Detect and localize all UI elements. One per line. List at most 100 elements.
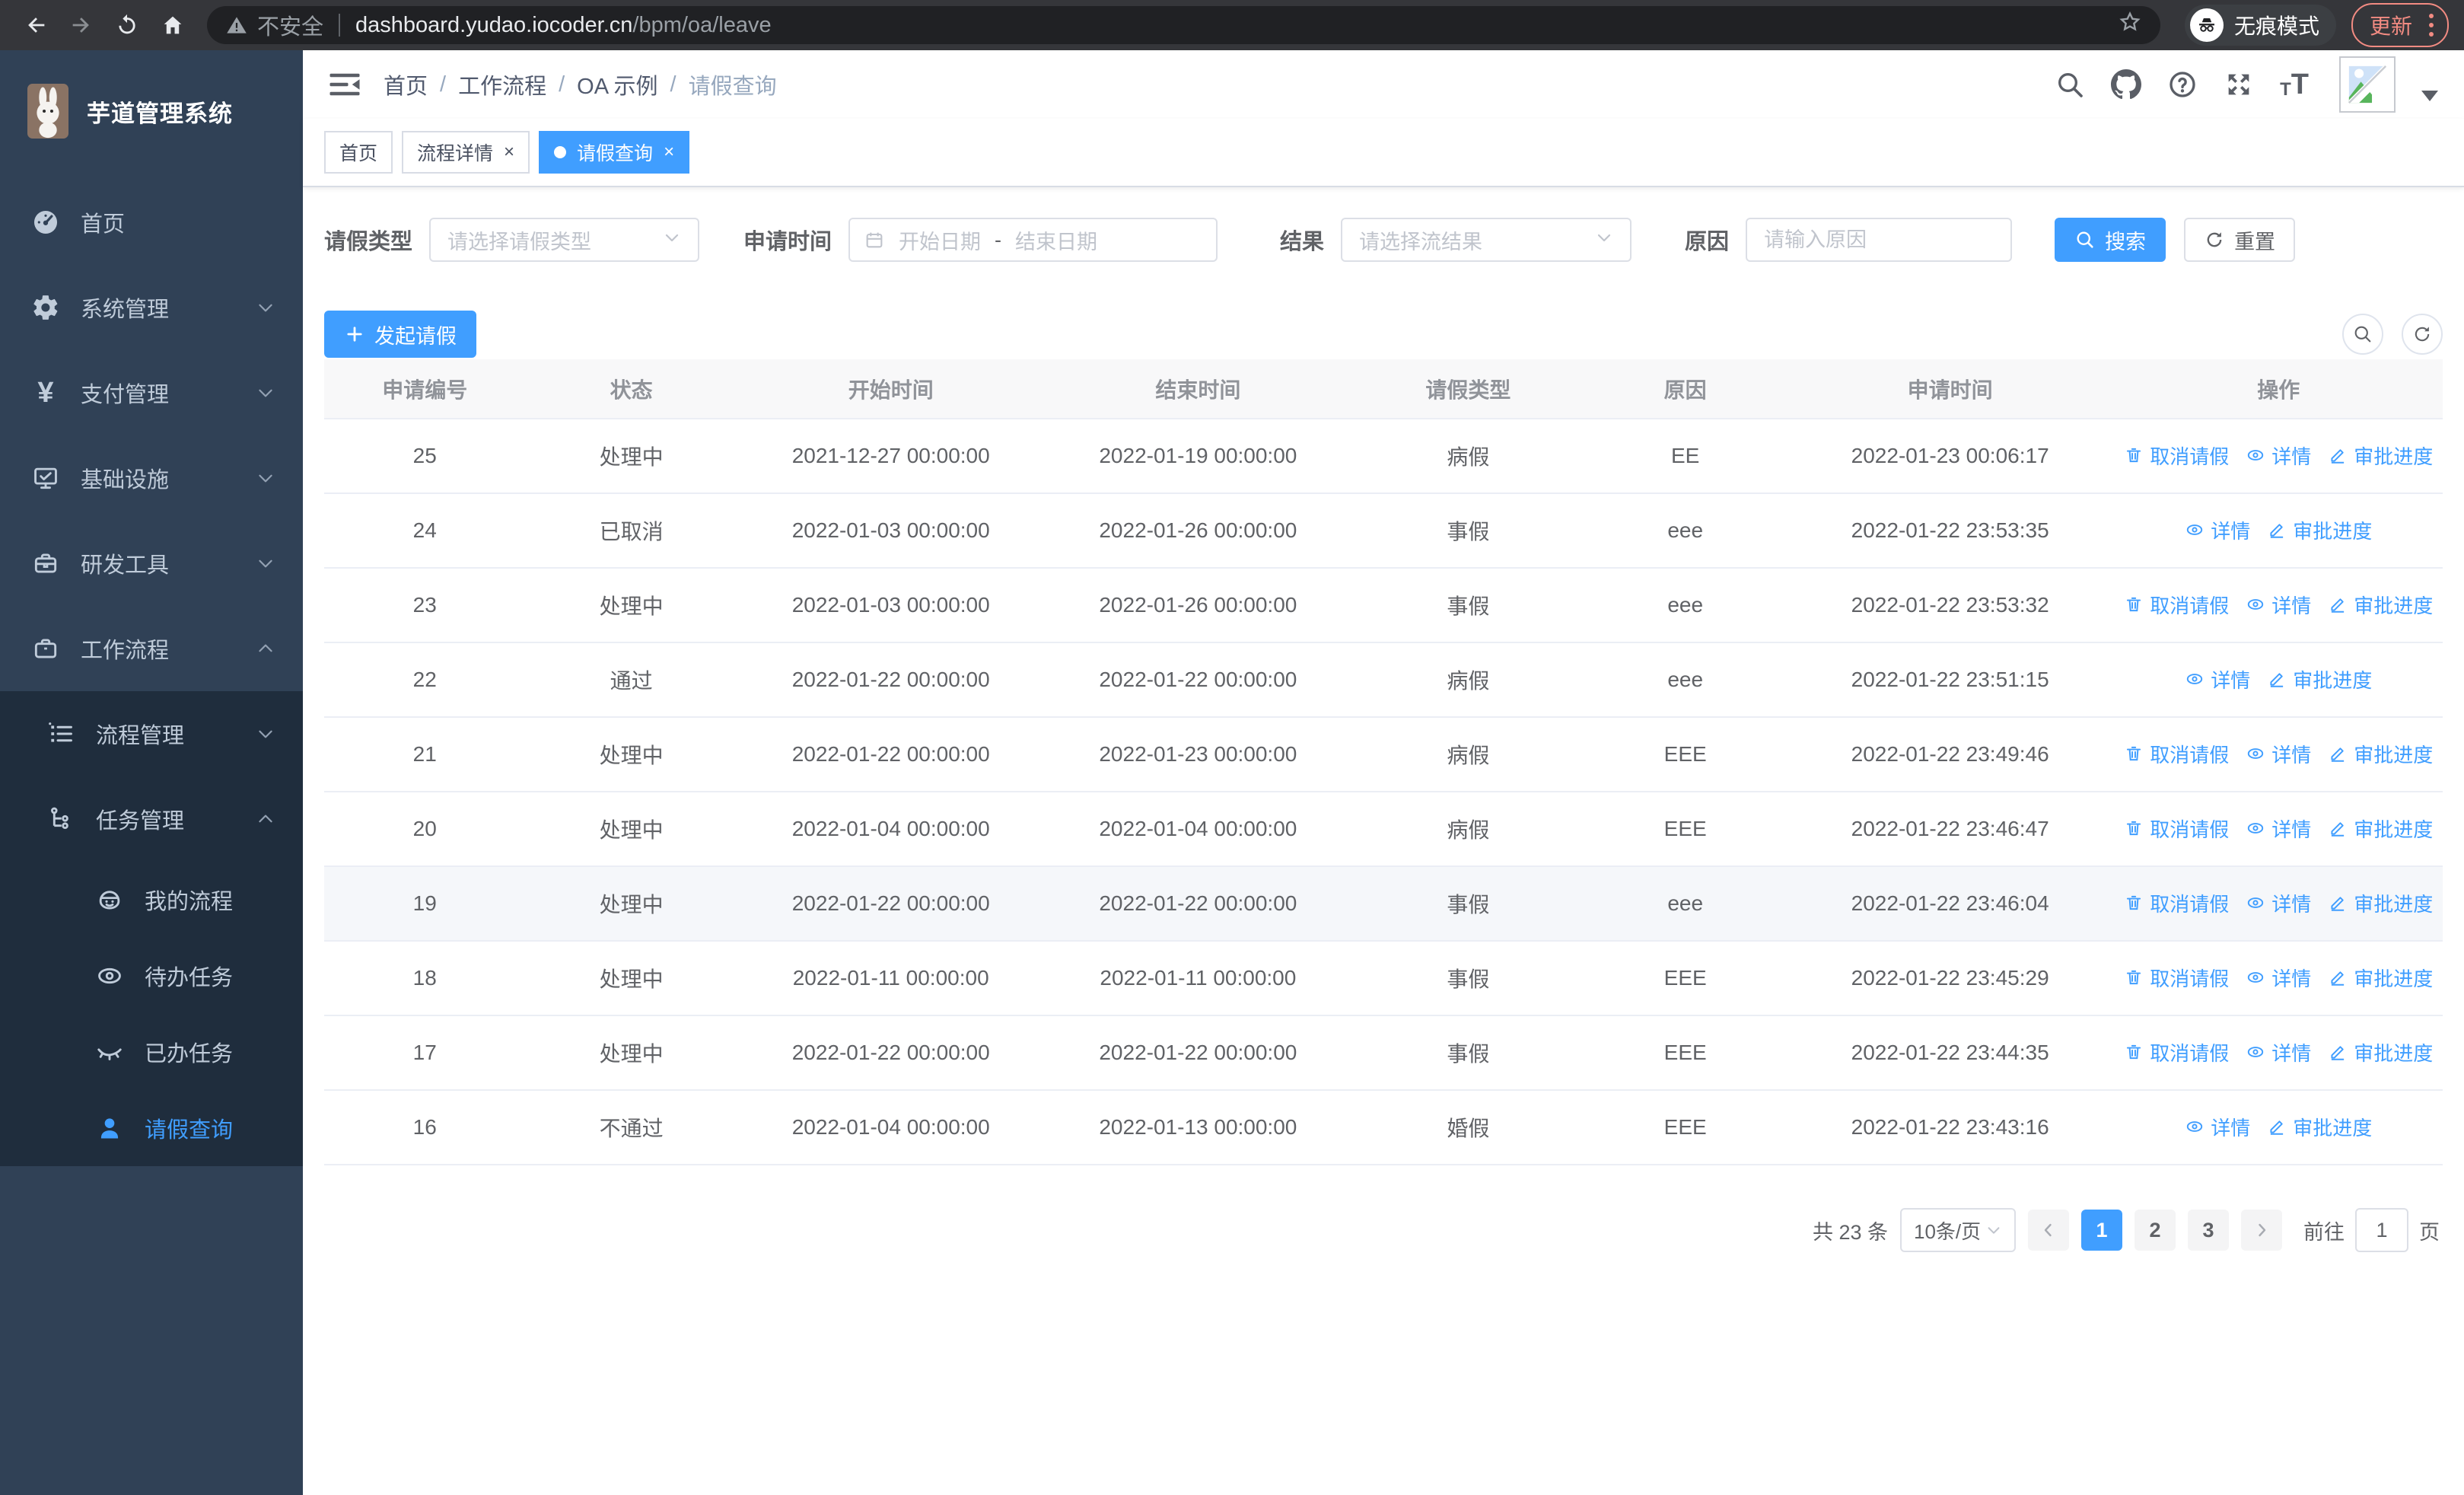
breadcrumb-item[interactable]: 首页 [384, 75, 428, 99]
browser-reload-button[interactable] [107, 5, 148, 46]
action-progress-link[interactable]: 审批进度 [2328, 889, 2433, 917]
sidebar-item-home[interactable]: 首页 [0, 180, 303, 265]
tab-流程详情[interactable]: 流程详情 × [402, 131, 530, 174]
address-bar[interactable]: 不安全 dashboard.yudao.iocoder.cn/bpm/oa/le… [207, 6, 2160, 44]
action-detail-link[interactable]: 详情 [2246, 1038, 2311, 1066]
sidebar-toggle-icon[interactable] [329, 70, 361, 99]
tab-首页[interactable]: 首页 [324, 131, 393, 174]
sidebar-item-task-mgmt[interactable]: 任务管理 [0, 776, 303, 862]
action-progress-link[interactable]: 审批进度 [2328, 740, 2433, 768]
action-progress-link[interactable]: 审批进度 [2328, 591, 2433, 619]
action-cancel-link[interactable]: 取消请假 [2124, 964, 2229, 992]
browser-back-button[interactable] [15, 5, 56, 46]
action-detail-link[interactable]: 详情 [2185, 665, 2250, 693]
action-progress-link[interactable]: 审批进度 [2267, 516, 2372, 544]
action-label: 审批进度 [2354, 594, 2434, 617]
date-range-picker[interactable]: 开始日期 - 结束日期 [848, 218, 1218, 262]
close-icon[interactable]: × [664, 142, 675, 162]
action-cancel-link[interactable]: 取消请假 [2124, 889, 2229, 917]
chevron-down-icon [1988, 1227, 2000, 1234]
result-select[interactable]: 请选择流结果 [1341, 218, 1632, 262]
action-progress-link[interactable]: 审批进度 [2328, 964, 2433, 992]
search-button[interactable]: 搜索 [2055, 218, 2166, 262]
action-label: 详情 [2271, 445, 2312, 468]
page-button-1[interactable]: 1 [2081, 1210, 2122, 1251]
refresh-table-button[interactable] [2402, 314, 2443, 355]
sidebar-item-process-mgmt[interactable]: 流程管理 [0, 691, 303, 776]
search-icon[interactable] [2055, 69, 2085, 100]
leave-type-select[interactable]: 请选择请假类型 [429, 218, 700, 262]
browser-forward-button[interactable] [61, 5, 102, 46]
column-header: 请假类型 [1351, 359, 1585, 419]
action-detail-link[interactable]: 详情 [2185, 1113, 2250, 1141]
page-size-select[interactable]: 10条/页 [1900, 1208, 2016, 1252]
sidebar-item-pay[interactable]: ¥ 支付管理 [0, 350, 303, 435]
reason-input[interactable] [1764, 228, 1994, 252]
cell-status: 处理中 [525, 792, 737, 867]
cell-reason: eee [1584, 493, 1786, 569]
goto-page-input[interactable] [2355, 1208, 2408, 1252]
sidebar-item-todo-tasks[interactable]: 待办任务 [0, 938, 303, 1014]
action-cancel-link[interactable]: 取消请假 [2124, 441, 2229, 470]
action-progress-link[interactable]: 审批进度 [2328, 814, 2433, 843]
action-cancel-link[interactable]: 取消请假 [2124, 591, 2229, 619]
avatar-caret-icon[interactable] [2421, 91, 2438, 101]
action-progress-link[interactable]: 审批进度 [2328, 1038, 2433, 1066]
sidebar-item-devtools[interactable]: 研发工具 [0, 521, 303, 606]
action-progress-link[interactable]: 审批进度 [2328, 441, 2433, 470]
prev-page-button[interactable] [2028, 1210, 2069, 1251]
action-cancel-link[interactable]: 取消请假 [2124, 814, 2229, 843]
action-detail-link[interactable]: 详情 [2246, 591, 2311, 619]
sidebar-item-label: 工作流程 [81, 639, 170, 663]
close-icon[interactable]: × [504, 142, 515, 162]
sidebar-item-my-process[interactable]: 我的流程 [0, 862, 303, 938]
user-avatar[interactable] [2339, 56, 2396, 113]
action-cancel-link[interactable]: 取消请假 [2124, 1038, 2229, 1066]
browser-home-button[interactable] [152, 5, 193, 46]
dashboard-icon [30, 207, 61, 237]
reset-button[interactable]: 重置 [2184, 218, 2296, 262]
sidebar-item-label: 流程管理 [96, 724, 185, 748]
breadcrumb-item[interactable]: OA 示例 [577, 75, 658, 99]
cell-start-time: 2022-01-04 00:00:00 [737, 792, 1045, 867]
tab-请假查询[interactable]: 请假查询 × [539, 131, 690, 174]
view-icon [2246, 445, 2265, 465]
action-label: 审批进度 [2354, 967, 2434, 990]
fullscreen-icon[interactable] [2224, 69, 2254, 100]
action-progress-link[interactable]: 审批进度 [2267, 1113, 2372, 1141]
create-leave-button[interactable]: 发起请假 [324, 311, 476, 358]
page-content: 请假类型 请选择请假类型 申请时间 开始日期 - 结束日期 结果 请选择流结果 [303, 187, 2464, 1495]
sidebar-item-system[interactable]: 系统管理 [0, 265, 303, 350]
bookmark-star-icon[interactable] [2118, 10, 2142, 40]
omnibox-divider [339, 14, 341, 37]
browser-update-button[interactable]: 更新 [2351, 3, 2449, 47]
sidebar-item-workflow[interactable]: 工作流程 [0, 606, 303, 691]
browser-menu-icon[interactable] [2427, 12, 2435, 38]
tab-label: 首页 [339, 143, 378, 164]
action-detail-link[interactable]: 详情 [2246, 740, 2311, 768]
github-icon[interactable] [2111, 69, 2142, 100]
page-button-2[interactable]: 2 [2135, 1210, 2176, 1251]
edit-icon [2328, 967, 2348, 987]
sidebar-item-leave-query[interactable]: 请假查询 [0, 1090, 303, 1166]
action-detail-link[interactable]: 详情 [2246, 814, 2311, 843]
action-detail-link[interactable]: 详情 [2185, 516, 2250, 544]
breadcrumb-item[interactable]: 工作流程 [458, 75, 547, 99]
cell-apply-time: 2022-01-23 00:06:17 [1785, 419, 2115, 494]
cell-leave-id: 22 [324, 642, 526, 718]
help-icon[interactable] [2167, 69, 2198, 100]
toggle-search-button[interactable] [2342, 314, 2383, 355]
sidebar-item-done-tasks[interactable]: 已办任务 [0, 1014, 303, 1090]
sidebar-item-infra[interactable]: 基础设施 [0, 435, 303, 521]
sidebar-item-label: 研发工具 [81, 553, 170, 578]
action-detail-link[interactable]: 详情 [2246, 889, 2311, 917]
sidebar-item-label: 已办任务 [145, 1042, 234, 1066]
action-detail-link[interactable]: 详情 [2246, 441, 2311, 470]
action-cancel-link[interactable]: 取消请假 [2124, 740, 2229, 768]
next-page-button[interactable] [2241, 1210, 2282, 1251]
page-button-3[interactable]: 3 [2188, 1210, 2229, 1251]
delete-icon [2124, 445, 2144, 465]
action-detail-link[interactable]: 详情 [2246, 964, 2311, 992]
action-progress-link[interactable]: 审批进度 [2267, 665, 2372, 693]
